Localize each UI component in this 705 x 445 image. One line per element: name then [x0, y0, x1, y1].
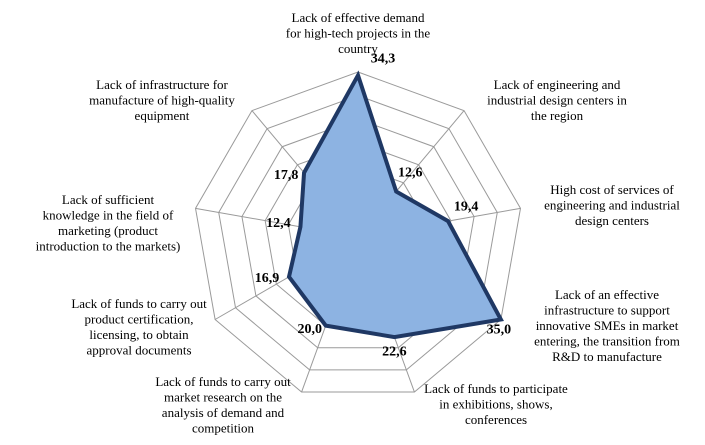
category-label-line: equipment [135, 108, 190, 123]
category-label-line: entering, the transition from [534, 333, 680, 348]
category-label-line: analysis of demand and [162, 405, 285, 420]
value-label: 34,3 [371, 52, 396, 67]
series-area [286, 70, 504, 340]
category-label: Lack of funds to carry out market researc… [155, 374, 291, 436]
category-label-line: country [338, 41, 378, 56]
category-label: Lack of infrastructure for manufacture of… [89, 77, 235, 123]
category-label-line: the region [531, 108, 584, 123]
category-labels: Lack of effective demand for high-tech pr… [36, 10, 681, 436]
category-label-line: Lack of funds to carry out [71, 296, 207, 311]
category-label-line: introduction to the markets) [36, 238, 181, 253]
value-label: 12,6 [398, 166, 423, 181]
category-label-line: in exhibitions, shows, [439, 396, 552, 411]
grid-ring [194, 71, 522, 393]
value-label: 17,8 [274, 168, 299, 183]
category-label-line: licensing, to obtain [89, 327, 189, 342]
category-label-line: approval documents [86, 342, 191, 357]
category-label-line: Lack of sufficient [62, 192, 155, 207]
category-label-line: manufacture of high-quality [89, 92, 235, 107]
category-label: Lack of an effective infrastructure to su… [534, 287, 680, 364]
category-label: Lack of funds to participate in exhibitio… [424, 381, 568, 427]
category-label-line: Lack of an effective [555, 287, 659, 302]
category-label-line: design centers [575, 213, 649, 228]
category-label-line: High cost of services of [550, 182, 674, 197]
value-label: 22,6 [382, 344, 407, 359]
category-label-line: Lack of engineering and [494, 77, 621, 92]
value-label: 12,4 [266, 216, 291, 231]
radar-series [286, 70, 504, 340]
category-label-line: infrastructure to support [544, 302, 670, 317]
category-label-line: engineering and industrial [544, 197, 680, 212]
category-label-line: R&D to manufacture [552, 349, 662, 364]
category-label-line: knowledge in the field of [43, 207, 174, 222]
category-label-line: for high-tech projects in the [286, 25, 431, 40]
value-label: 19,4 [454, 199, 479, 214]
category-label: Lack of effective demand for high-tech pr… [286, 10, 431, 56]
category-label-line: innovative SMEs in market [536, 318, 679, 333]
category-label-line: Lack of infrastructure for [96, 77, 228, 92]
category-label-line: competition [192, 420, 255, 435]
value-label: 16,9 [255, 271, 280, 286]
category-label-line: Lack of funds to carry out [155, 374, 291, 389]
grid-ring [241, 118, 475, 349]
category-label: Lack of funds to carry out product certif… [71, 296, 207, 358]
category-label: Lack of sufficient knowledge in the field… [36, 192, 181, 254]
category-label-line: Lack of funds to participate [424, 381, 568, 396]
category-label-line: marketing (product [58, 223, 158, 238]
value-label: 20,0 [298, 322, 323, 337]
category-label: Lack of engineering and industrial design… [487, 77, 627, 123]
category-label-line: industrial design centers in [487, 92, 627, 107]
category-label: High cost of services of engineering and … [544, 182, 680, 228]
category-label-line: conferences [465, 412, 527, 427]
grid-ring [218, 95, 498, 371]
value-label: 35,0 [487, 323, 512, 338]
value-labels: 34,3 12,6 19,4 35,0 22,6 20,0 16,9 12,4 17,8 [255, 52, 511, 360]
category-label-line: market research on the [164, 389, 282, 404]
category-label-line: product certification, [84, 311, 193, 326]
category-label-line: Lack of effective demand [292, 10, 425, 25]
